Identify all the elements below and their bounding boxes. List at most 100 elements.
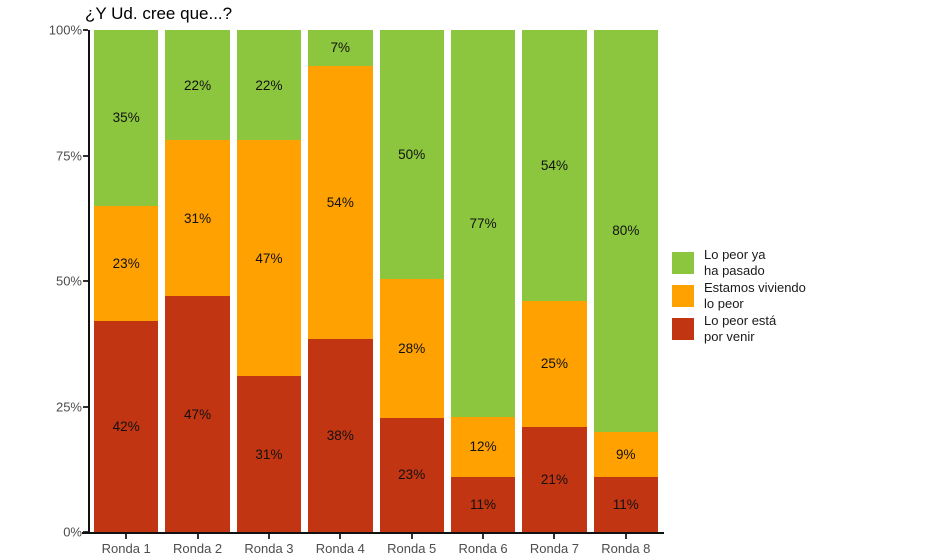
bar-segment: 31% xyxy=(165,140,230,297)
bar-segment: 23% xyxy=(379,417,444,532)
y-tick xyxy=(83,29,88,31)
bar-segment: 35% xyxy=(94,30,159,206)
bar-value-label: 23% xyxy=(398,467,426,483)
bar: 42% 23% 35% xyxy=(94,30,159,532)
bar-segment: 77% xyxy=(450,30,516,417)
y-tick xyxy=(83,405,88,408)
bar-segment: 31% xyxy=(236,376,302,532)
bar-value-label: 23% xyxy=(112,255,140,271)
x-tick xyxy=(553,534,556,539)
bar-value-label: 11% xyxy=(470,496,497,512)
x-tick-cell xyxy=(94,534,158,539)
x-tick xyxy=(482,534,485,539)
legend-item: Estamos viviendo lo peor xyxy=(672,280,806,311)
x-tick xyxy=(410,534,413,539)
bars: 42% 23% 35% 47% 31% 22% 31% 47% 22% 38% 54% 7% 23% 28… xyxy=(90,30,658,532)
bar-value-label: 42% xyxy=(112,419,140,435)
bar-value-label: 31% xyxy=(255,446,283,462)
bar-value-label: 77% xyxy=(469,215,497,231)
bar-segment: 42% xyxy=(94,321,159,532)
x-tick-label: Ronda 7 xyxy=(529,541,580,556)
bar-value-label: 21% xyxy=(540,471,568,487)
bar-value-label: 9% xyxy=(616,446,636,462)
x-tick xyxy=(267,534,270,539)
x-tick-label: Ronda 2 xyxy=(172,541,223,556)
y-tick-label: 50% xyxy=(55,273,82,289)
x-tick-label: Ronda 4 xyxy=(315,541,365,556)
x-ticks xyxy=(94,534,658,539)
x-tick-cell xyxy=(237,534,301,539)
bar-segment: 80% xyxy=(593,30,658,432)
x-tick-cell xyxy=(165,534,229,539)
legend-label: Lo peor está por venir xyxy=(704,313,777,344)
bar: 31% 47% 22% xyxy=(236,30,302,532)
bar-segment: 22% xyxy=(236,30,302,141)
legend-swatch xyxy=(672,284,694,307)
legend-swatch xyxy=(672,251,694,274)
y-tick-label: 25% xyxy=(55,399,82,414)
bar-segment: 11% xyxy=(593,476,658,532)
x-tick xyxy=(624,534,627,539)
legend-item: Lo peor está por venir xyxy=(672,313,806,344)
x-tick-cell xyxy=(308,534,372,539)
x-labels: Ronda 1 Ronda 2 Ronda 3 Ronda 4 Ronda 5 Ronda… xyxy=(94,541,658,556)
bar-value-label: 50% xyxy=(398,146,426,162)
bar: 11% 9% 80% xyxy=(593,30,658,532)
bar-value-label: 35% xyxy=(112,110,140,126)
bar-value-label: 54% xyxy=(326,194,354,210)
bar-segment: 25% xyxy=(522,301,587,427)
bar-value-label: 54% xyxy=(540,158,568,174)
bar-value-label: 22% xyxy=(255,77,283,93)
bar-segment: 11% xyxy=(450,476,516,532)
x-tick-cell xyxy=(380,534,444,539)
x-tick xyxy=(196,534,199,539)
bar-value-label: 11% xyxy=(612,496,639,512)
bar-segment: 47% xyxy=(165,296,230,532)
bar-value-label: 25% xyxy=(540,356,568,372)
chart-title: ¿Y Ud. cree que...? xyxy=(85,4,233,23)
x-tick xyxy=(339,534,342,539)
bar-segment: 54% xyxy=(308,65,373,340)
x-tick-cell xyxy=(522,534,586,539)
bar-segment: 54% xyxy=(522,30,587,302)
x-tick-label: Ronda 5 xyxy=(387,541,437,556)
bar-segment: 50% xyxy=(379,30,444,279)
x-tick-label: Ronda 1 xyxy=(101,541,151,556)
x-tick-label: Ronda 8 xyxy=(601,541,651,556)
legend: Lo peor ya ha pasado Estamos viviendo lo pe… xyxy=(672,247,806,344)
bar-segment: 38% xyxy=(308,339,373,532)
bar: 21% 25% 54% xyxy=(522,30,587,532)
bar-value-label: 47% xyxy=(255,250,283,266)
bar-segment: 22% xyxy=(165,30,230,141)
plot-area: 0% 25% 50% 75% 100% 42% 23% 35% 47% 31% 22% 31% 47%… xyxy=(49,23,664,556)
x-tick-label: Ronda 6 xyxy=(458,541,508,556)
bar-segment: 21% xyxy=(522,426,587,532)
x-tick-cell xyxy=(451,534,515,539)
bar-segment: 7% xyxy=(308,30,373,66)
y-tick-label: 75% xyxy=(55,148,82,163)
bar-segment: 23% xyxy=(94,205,159,322)
bar-value-label: 22% xyxy=(184,77,212,93)
y-tick-label: 100% xyxy=(48,22,82,38)
legend-item: Lo peor ya ha pasado xyxy=(672,247,806,278)
x-tick-cell xyxy=(594,534,658,539)
bar-segment: 28% xyxy=(379,278,444,418)
y-tick-label: 0% xyxy=(63,524,82,540)
bar-segment: 9% xyxy=(593,431,658,477)
legend-swatch xyxy=(672,317,694,340)
bar-value-label: 31% xyxy=(184,210,212,226)
bar-segment: 12% xyxy=(450,416,516,477)
legend-label: Estamos viviendo lo peor xyxy=(704,280,806,311)
bar: 11% 12% 77% xyxy=(450,30,516,532)
bar: 38% 54% 7% xyxy=(308,30,373,532)
bar-value-label: 12% xyxy=(469,439,497,455)
x-tick xyxy=(125,534,128,539)
y-tick xyxy=(83,280,88,282)
y-tick xyxy=(83,154,88,157)
bar: 23% 28% 50% xyxy=(379,30,444,532)
bar-segment: 47% xyxy=(236,140,302,377)
bar-value-label: 38% xyxy=(326,428,354,444)
bar-value-label: 28% xyxy=(398,340,426,356)
bar-value-label: 47% xyxy=(184,406,212,422)
bar-value-label: 80% xyxy=(612,223,640,239)
